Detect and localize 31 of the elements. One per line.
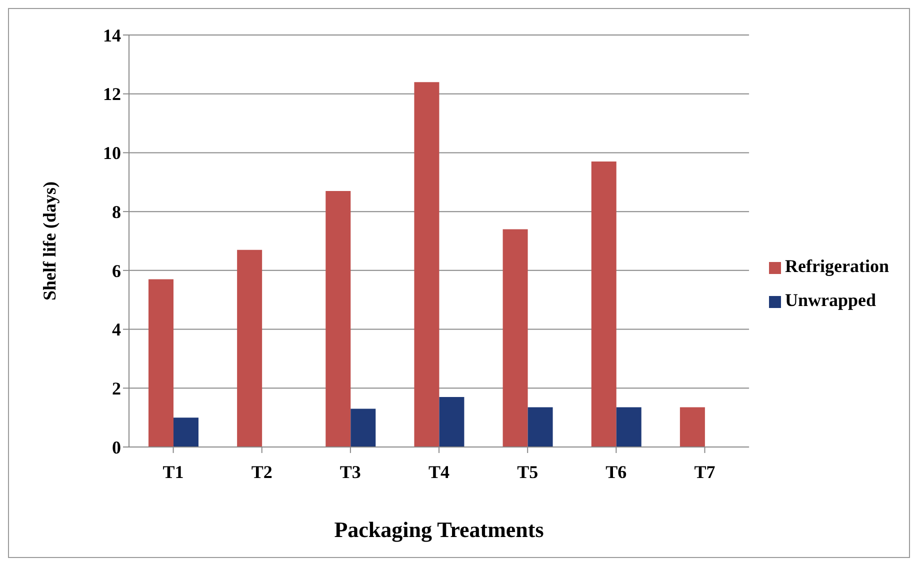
bar (680, 407, 705, 447)
bar (502, 229, 528, 447)
bar (591, 162, 616, 447)
x-tick-label: T2 (251, 462, 272, 482)
y-axis-title: Shelf life (days) (39, 182, 60, 300)
y-tick-label: 6 (112, 260, 121, 281)
y-tick-label: 4 (112, 320, 121, 340)
x-tick-label: T6 (606, 462, 627, 482)
bar (326, 190, 351, 447)
x-tick-label: T1 (162, 462, 184, 482)
legend-label: Refrigeration (785, 256, 889, 276)
y-tick-label: 10 (103, 143, 121, 164)
x-tick-label: T5 (517, 462, 538, 482)
y-tick-label: 0 (112, 437, 121, 458)
x-tick-label: T3 (340, 462, 361, 482)
bar (148, 279, 174, 447)
y-tick-label: 12 (103, 84, 121, 104)
bar (414, 82, 440, 447)
y-tick-label: 2 (112, 378, 121, 399)
bar (237, 250, 262, 447)
y-tick-label: 8 (112, 202, 121, 222)
x-tick-label: T7 (694, 462, 716, 482)
legend-label: Unwrapped (785, 290, 876, 310)
bar (439, 396, 464, 447)
y-tick-label: 14 (103, 25, 121, 46)
x-axis-title: Packaging Treatments (334, 517, 544, 542)
bar (173, 418, 198, 447)
bar (616, 407, 642, 447)
x-tick-label: T4 (428, 462, 450, 482)
bar (350, 408, 376, 447)
bar (528, 407, 553, 447)
